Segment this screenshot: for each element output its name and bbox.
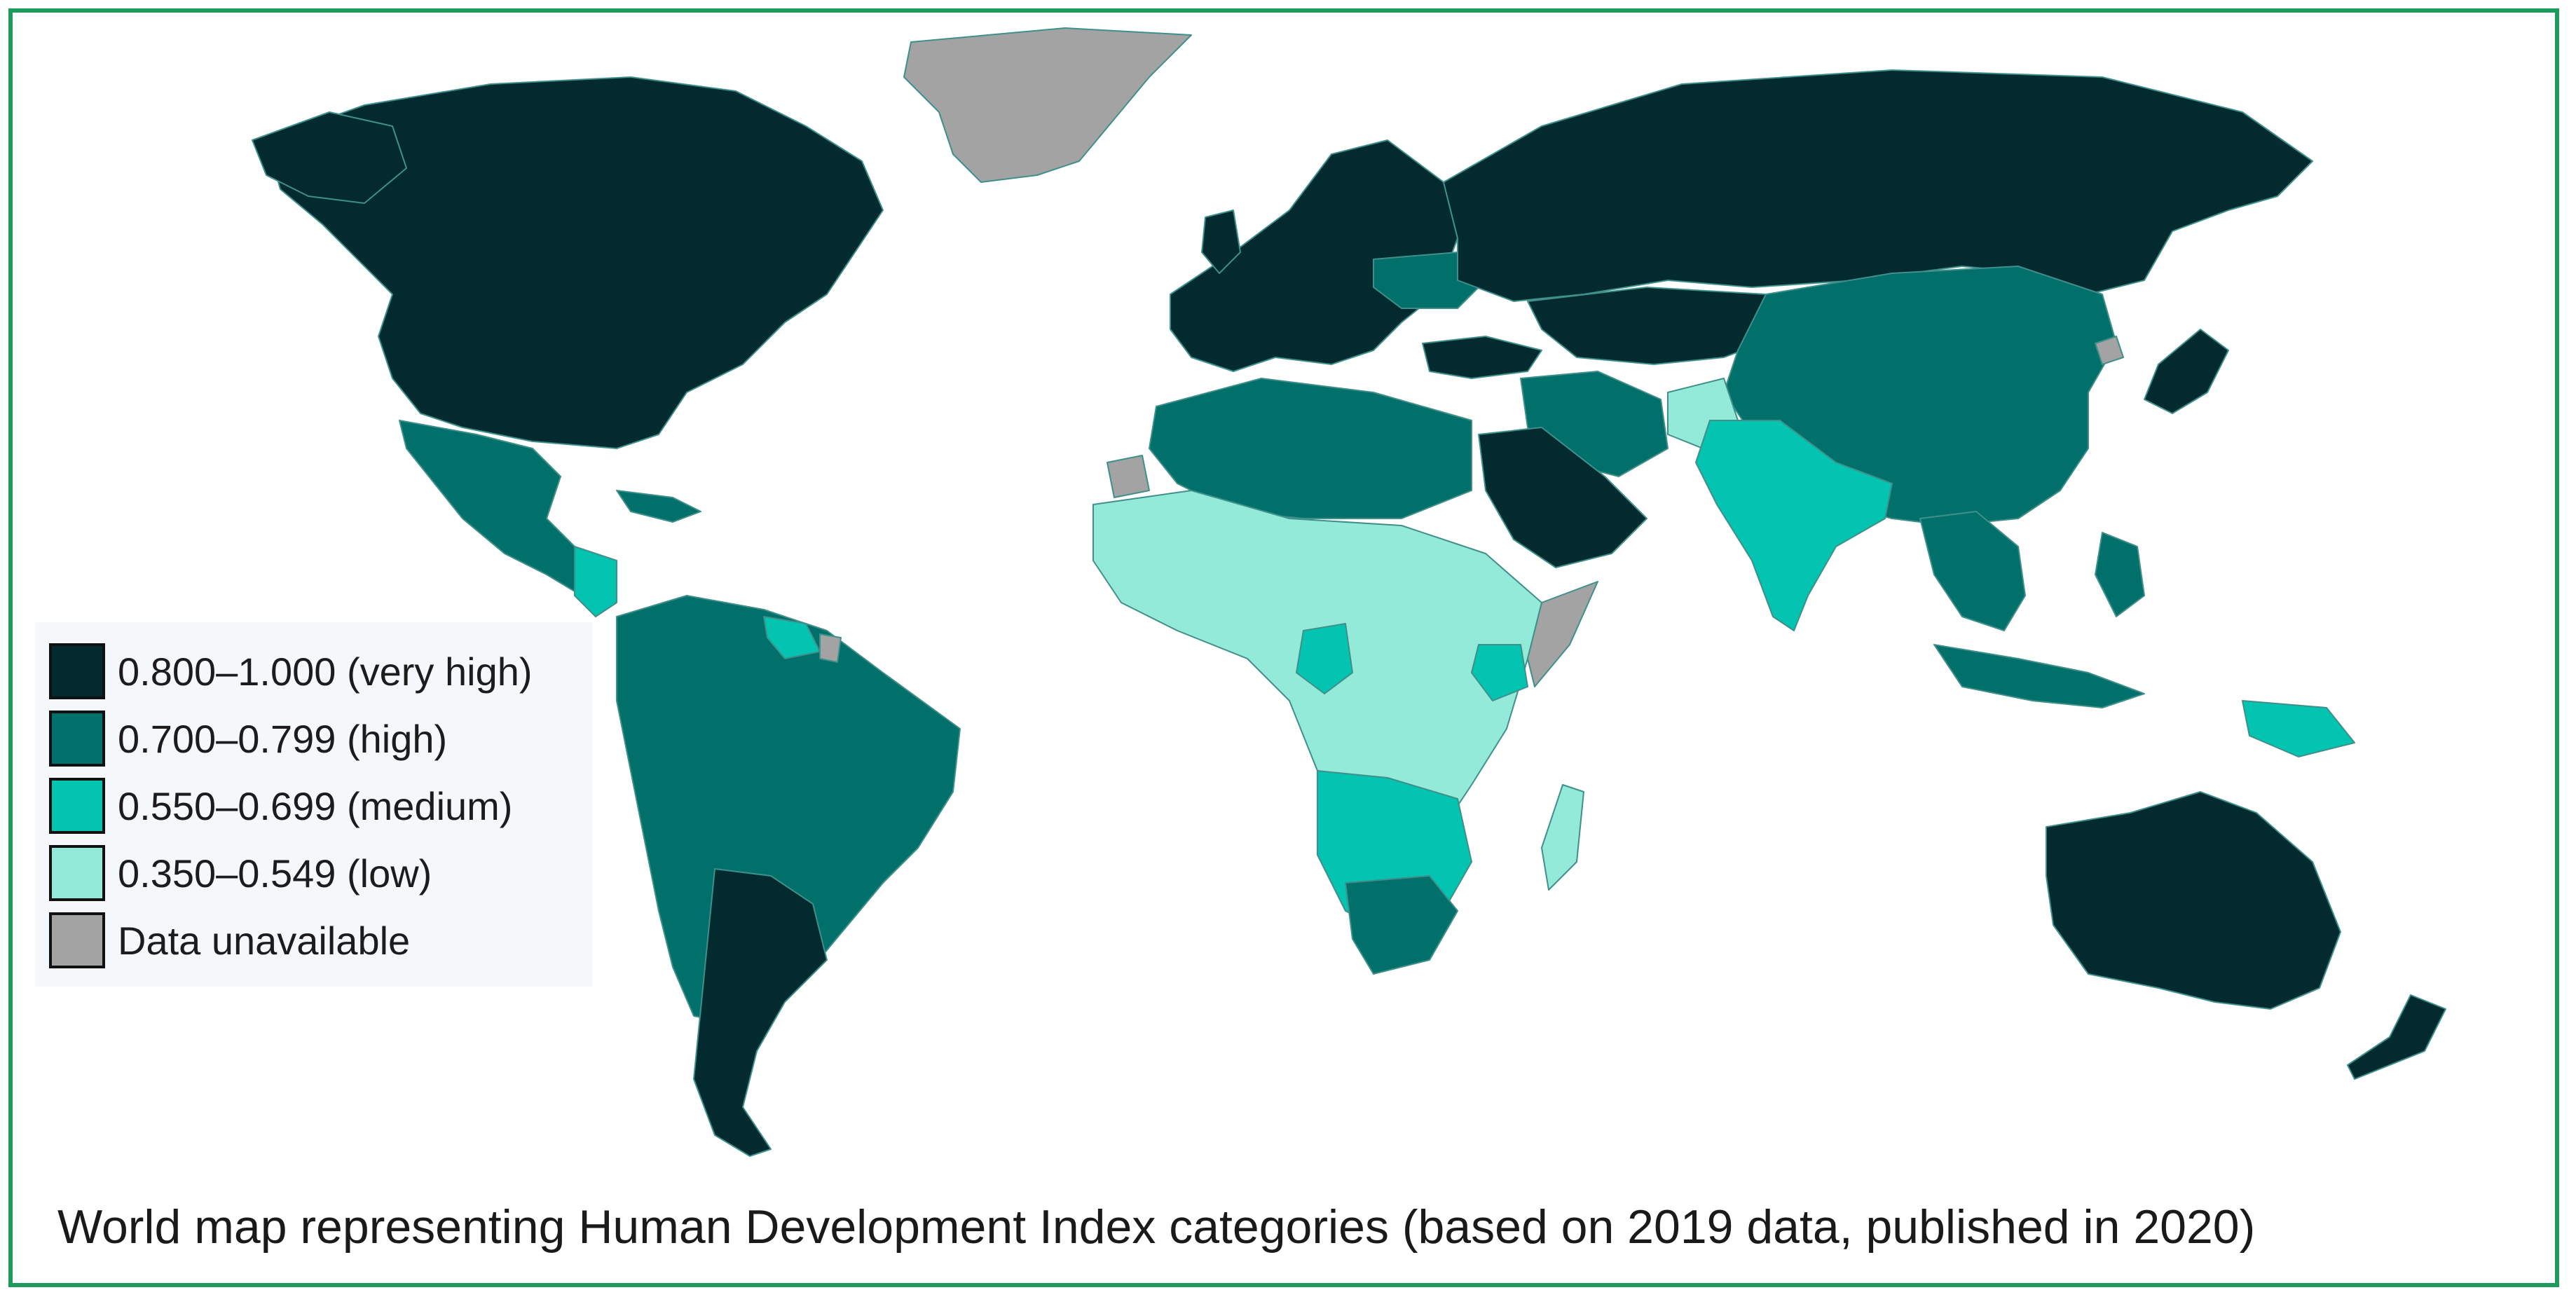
region-australia [2046,791,2341,1010]
region-south-africa [1345,875,1458,975]
region-southern-cone [693,868,828,1157]
legend-item-medium: 0.550–0.699 (medium) [49,772,592,839]
map-caption: World map representing Human Development… [57,1200,2256,1254]
region-central-africa-medium [1296,623,1353,694]
region-alaska [252,111,407,204]
legend-item-unavailable: Data unavailable [49,907,592,974]
legend-label: 0.350–0.549 (low) [118,851,432,895]
region-greenland [903,27,1192,183]
legend-swatch [49,778,105,834]
region-central-america [574,546,617,617]
region-new-zealand [2347,994,2446,1080]
legend-swatch [49,711,105,767]
region-guianas [763,616,821,659]
region-arabia [1478,427,1647,568]
region-north-korea [2095,336,2124,365]
region-japan [2144,329,2229,414]
region-mexico [399,420,603,596]
region-madagascar [1541,784,1584,891]
legend-label: 0.800–1.000 (very high) [118,649,533,694]
legend-item-high: 0.700–0.799 (high) [49,705,592,772]
legend-item-very-high: 0.800–1.000 (very high) [49,638,592,705]
region-french-guiana [819,633,842,663]
legend-item-low: 0.350–0.549 (low) [49,839,592,907]
legend-swatch [49,643,105,699]
region-papua [2242,700,2355,757]
region-somalia [1527,581,1598,687]
region-central-asia [1527,287,1781,365]
region-southeast-asia [1919,511,2026,631]
legend-label: Data unavailable [118,918,411,963]
legend-swatch [49,912,105,968]
legend-label: 0.550–0.699 (medium) [118,783,513,828]
region-uk [1201,210,1241,274]
region-philippines [2095,532,2145,617]
region-caribbean [616,490,701,523]
region-north-africa [1149,378,1472,519]
region-indonesia [1933,644,2145,708]
region-western-sahara [1107,455,1150,498]
region-india [1695,420,1893,631]
region-turkey [1422,336,1542,379]
map-legend: 0.800–1.000 (very high) 0.700–0.799 (hig… [35,622,592,987]
legend-swatch [49,845,105,901]
region-russia [1443,69,2313,302]
region-kenya [1471,644,1528,701]
region-north-america [266,76,884,449]
legend-label: 0.700–0.799 (high) [118,716,448,761]
